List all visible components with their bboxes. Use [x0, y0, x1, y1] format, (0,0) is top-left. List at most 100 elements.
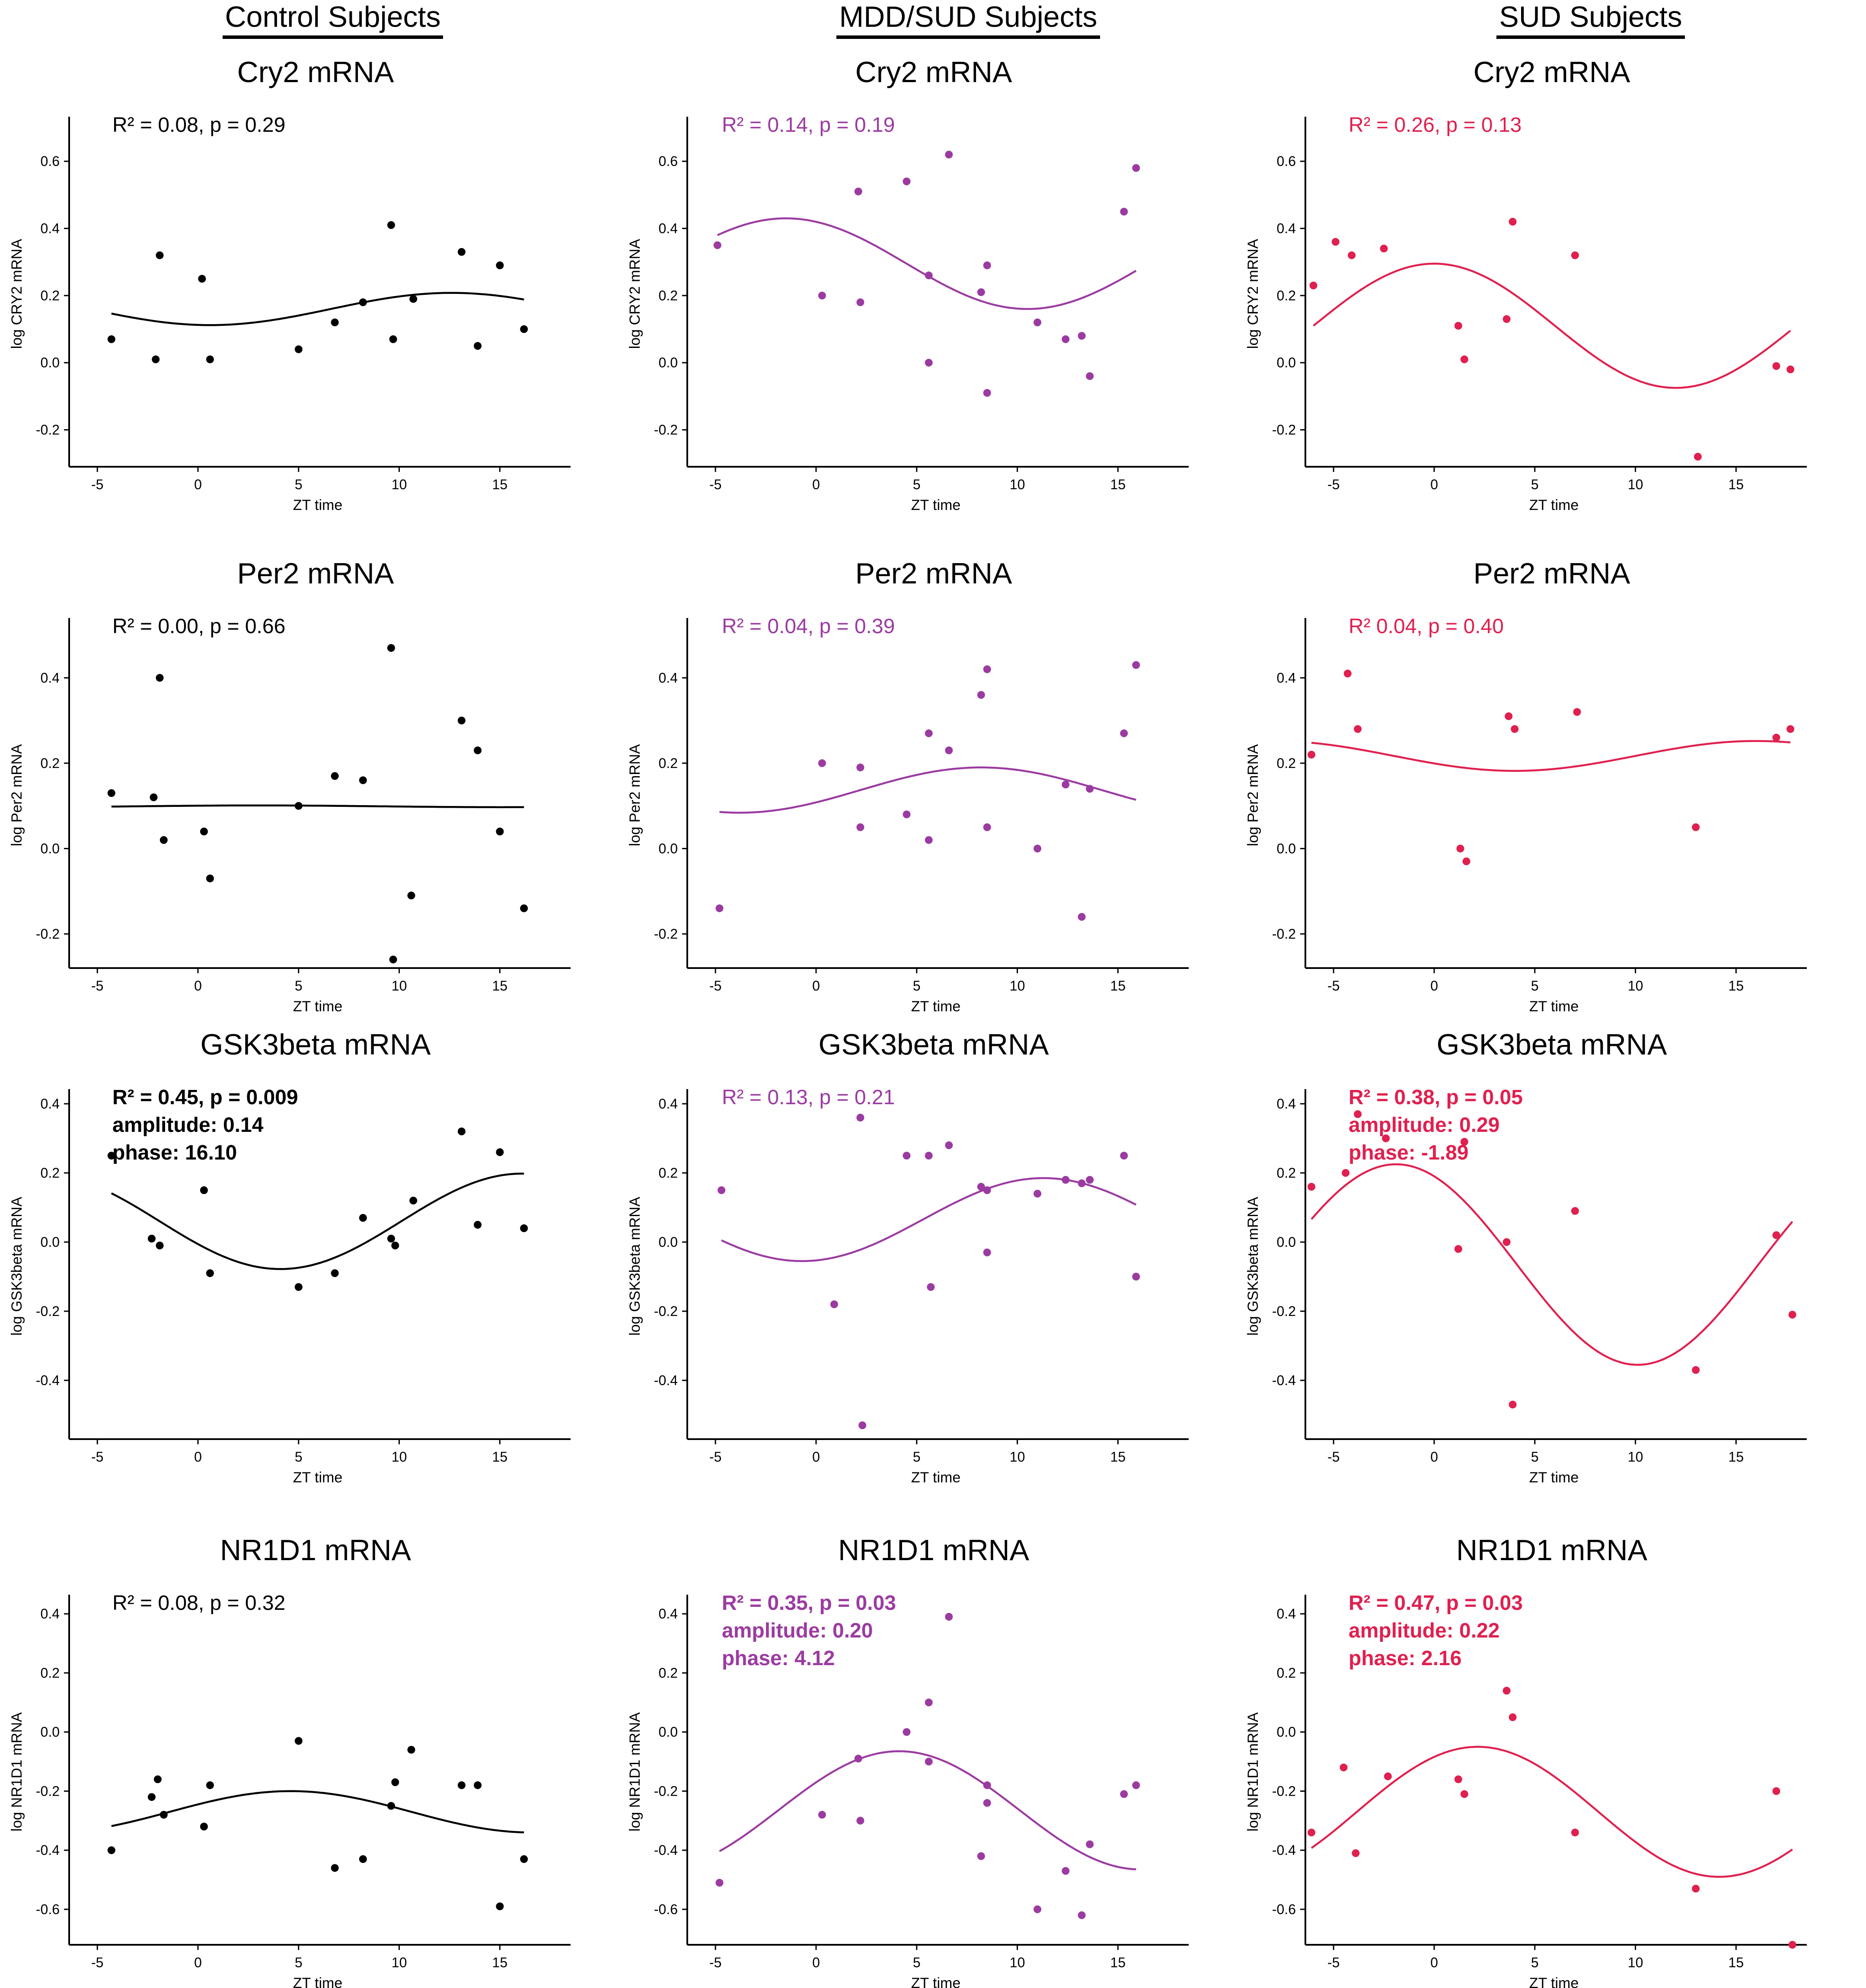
data-point — [856, 1114, 864, 1121]
chart-svg: GSK3beta mRNA 0.4 0.2 0.0 -0.2 -0.4 -5 0 5 10 15 ZT… — [1245, 1028, 1807, 1486]
x-tick-label: 5 — [913, 477, 921, 492]
y-tick-label: 0.0 — [41, 1724, 60, 1740]
chart-svg: Per2 mRNA 0.4 0.2 0.0 -0.2 -5 0 5 10 15 ZT time log… — [1245, 557, 1807, 1015]
data-point — [387, 644, 395, 652]
stats-annotation: phase: -1.89 — [1349, 1141, 1468, 1164]
fit-curve — [717, 217, 1137, 310]
data-point — [1692, 1885, 1700, 1893]
data-point — [1511, 725, 1519, 733]
x-tick-label: 5 — [1531, 978, 1539, 994]
data-point — [407, 892, 415, 900]
stats-annotation: R² = 0.08, p = 0.29 — [112, 114, 285, 137]
chart-title: NR1D1 mRNA — [838, 1534, 1030, 1567]
data-point — [1132, 1273, 1140, 1281]
data-point — [1788, 1311, 1796, 1319]
x-tick-label: 0 — [194, 477, 202, 492]
x-tick-label: 15 — [1729, 1955, 1744, 1970]
data-point — [1062, 1867, 1070, 1875]
data-point — [1354, 725, 1362, 733]
fit-curve — [1311, 1163, 1793, 1366]
x-tick-label: 0 — [812, 477, 820, 492]
data-point — [474, 1781, 482, 1789]
y-tick-label: 0.4 — [659, 1096, 678, 1112]
y-tick-label: 0.2 — [1277, 755, 1296, 771]
data-point — [1033, 844, 1042, 853]
data-point — [1460, 355, 1468, 363]
chart-panel: Cry2 mRNA 0.6 0.4 0.2 0.0 -0.2 -5 0 5 10 15 ZT time… — [622, 26, 1241, 513]
y-axis-label: log GSK3beta mRNA — [627, 1197, 643, 1336]
data-point — [1352, 1849, 1360, 1857]
x-tick-label: 15 — [492, 1449, 508, 1465]
chart-title: Cry2 mRNA — [1474, 56, 1630, 89]
x-tick-label: 15 — [492, 477, 508, 492]
data-point — [1340, 1763, 1348, 1771]
data-point — [983, 389, 991, 397]
x-tick-label: 10 — [1628, 1955, 1643, 1970]
data-point — [1382, 1134, 1390, 1142]
x-tick-label: 5 — [913, 1449, 921, 1465]
chart-panel: NR1D1 mRNA 0.4 0.2 0.0 -0.2 -0.4 -0.6 -5 0 5 10 15 Z… — [1241, 1504, 1859, 1988]
y-tick-label: 0.6 — [659, 153, 678, 169]
y-tick-label: -0.4 — [654, 1373, 678, 1388]
data-point — [1380, 245, 1388, 253]
data-point — [925, 271, 933, 280]
y-axis-label: log GSK3beta mRNA — [9, 1197, 25, 1336]
data-point — [457, 717, 466, 725]
data-point — [1120, 207, 1128, 216]
x-tick-label: 0 — [812, 1449, 820, 1465]
x-tick-label: -5 — [91, 1955, 103, 1970]
y-tick-label: 0.0 — [659, 1234, 678, 1250]
y-tick-label: 0.0 — [659, 355, 678, 370]
data-point — [925, 729, 933, 737]
chart-svg: Per2 mRNA 0.4 0.2 0.0 -0.2 -5 0 5 10 15 ZT time log… — [627, 557, 1189, 1015]
data-point — [983, 665, 991, 673]
y-tick-label: -0.4 — [654, 1842, 678, 1858]
x-tick-label: -5 — [1327, 1955, 1340, 1970]
y-tick-label: 0.4 — [1277, 1096, 1296, 1112]
data-point — [206, 355, 214, 363]
fit-curve — [721, 1177, 1137, 1262]
y-tick-label: 0.0 — [1277, 1724, 1296, 1740]
data-point — [718, 1186, 726, 1194]
chart-title: Per2 mRNA — [855, 557, 1012, 590]
y-tick-label: 0.2 — [1277, 1165, 1296, 1181]
chart-panel: NR1D1 mRNA 0.4 0.2 0.0 -0.2 -0.4 -0.6 -5 0 5 10 15 Z… — [4, 1504, 622, 1988]
data-point — [1505, 712, 1513, 720]
data-point — [457, 1128, 466, 1135]
data-point — [1062, 781, 1070, 789]
y-tick-label: 0.2 — [41, 755, 60, 771]
y-axis-label: log NR1D1 mRNA — [9, 1712, 25, 1832]
x-tick-label: 0 — [1430, 1449, 1438, 1465]
data-point — [1308, 1829, 1315, 1837]
y-tick-label: 0.0 — [659, 841, 678, 856]
x-tick-label: 5 — [913, 1955, 921, 1970]
data-point — [359, 1214, 367, 1222]
y-tick-label: -0.2 — [654, 422, 678, 438]
data-point — [1772, 1231, 1780, 1239]
y-axis-label: log GSK3beta mRNA — [1245, 1197, 1261, 1336]
data-point — [520, 1224, 528, 1232]
stats-annotation: R² = 0.00, p = 0.66 — [112, 615, 285, 638]
data-point — [206, 1781, 214, 1789]
y-tick-label: -0.2 — [36, 1303, 60, 1319]
y-axis-label: log Per2 mRNA — [9, 744, 25, 847]
stats-annotation: R² = 0.26, p = 0.13 — [1349, 114, 1522, 137]
chart-svg: GSK3beta mRNA 0.4 0.2 0.0 -0.2 -0.4 -5 0 5 10 15 ZT… — [9, 1028, 571, 1486]
stats-annotation: phase: 4.12 — [722, 1647, 835, 1670]
y-tick-label: 0.0 — [1277, 355, 1296, 370]
data-point — [1772, 733, 1780, 742]
column-header-label: SUD Subjects — [1496, 0, 1685, 39]
y-tick-label: -0.2 — [654, 1783, 678, 1799]
x-tick-label: -5 — [91, 477, 103, 492]
chart-panel: Cry2 mRNA 0.6 0.4 0.2 0.0 -0.2 -5 0 5 10 15 ZT time… — [4, 26, 622, 513]
y-tick-label: 0.2 — [41, 1165, 60, 1181]
data-point — [409, 295, 418, 303]
data-point — [1120, 1152, 1128, 1160]
data-point — [391, 1778, 399, 1786]
x-tick-label: 10 — [392, 477, 407, 492]
x-tick-label: 15 — [492, 1955, 508, 1970]
fit-curve — [111, 292, 524, 326]
y-tick-label: -0.2 — [654, 1303, 678, 1319]
data-point — [1509, 218, 1517, 226]
chart-panel: GSK3beta mRNA 0.4 0.2 0.0 -0.2 -0.4 -5 0 5 10 15 ZT… — [4, 998, 622, 1486]
